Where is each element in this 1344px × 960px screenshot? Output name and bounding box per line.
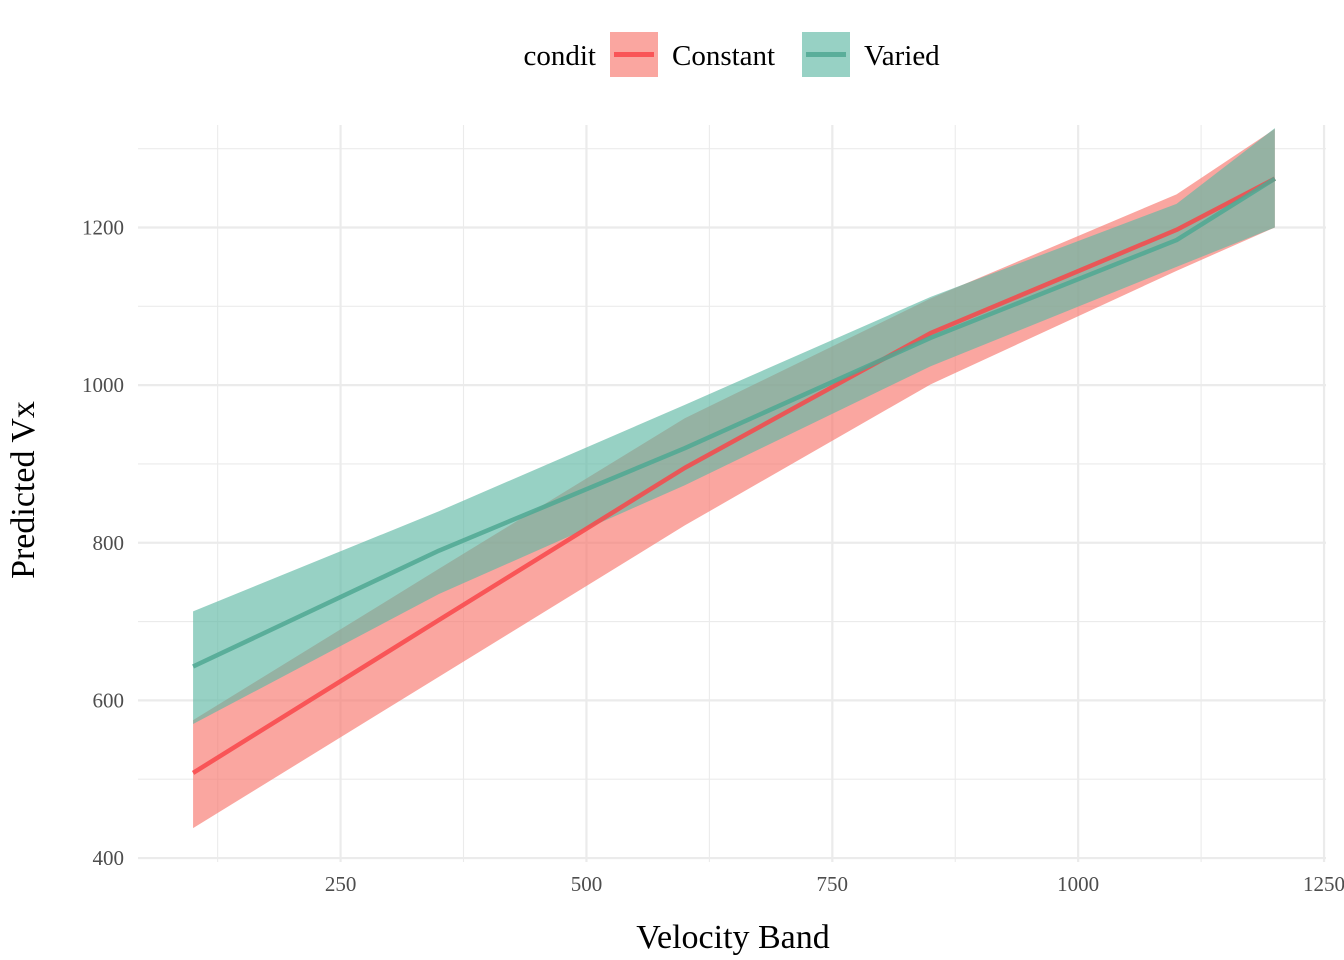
y-axis-title: Predicted Vx xyxy=(5,401,42,579)
y-tick-label: 1000 xyxy=(82,373,124,397)
legend-label-varied: Varied xyxy=(864,40,940,72)
series-line-constant xyxy=(191,176,1276,775)
legend: condit Constant Varied xyxy=(524,32,940,77)
x-tick-label: 500 xyxy=(571,872,603,896)
x-axis-title: Velocity Band xyxy=(636,919,830,956)
y-tick-label: 1200 xyxy=(82,215,124,239)
major-gridlines xyxy=(138,125,1326,862)
x-tick-label: 1250 xyxy=(1303,872,1344,896)
x-tick-label: 250 xyxy=(325,872,357,896)
y-tick-label: 400 xyxy=(93,846,125,870)
x-tick-label: 1000 xyxy=(1057,872,1099,896)
legend-label-constant: Constant xyxy=(672,40,775,72)
series-lines xyxy=(191,176,1277,775)
series-line-varied xyxy=(192,176,1277,669)
legend-title: condit xyxy=(524,40,597,72)
y-tick-label: 800 xyxy=(93,531,125,555)
confidence-bands xyxy=(193,128,1275,829)
y-tick-label: 600 xyxy=(93,688,125,712)
x-tick-label: 750 xyxy=(817,872,849,896)
x-axis-tick-labels: 250 500 750 1000 1250 xyxy=(325,872,1344,896)
y-axis-tick-labels: 400 600 800 1000 1200 xyxy=(82,215,124,870)
